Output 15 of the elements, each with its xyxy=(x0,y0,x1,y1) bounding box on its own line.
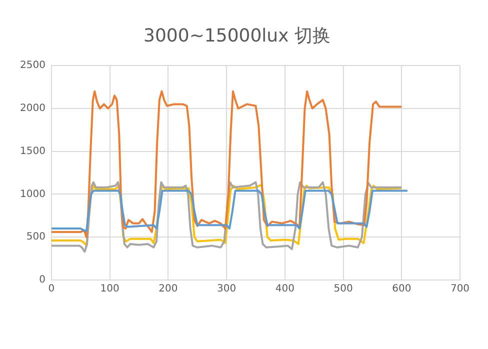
y-tick-label: 1000 xyxy=(20,188,46,200)
y-tick-label: 2500 xyxy=(20,60,46,72)
y-tick-label: 500 xyxy=(26,232,46,243)
x-tick-label: 500 xyxy=(334,284,353,295)
y-tick-label: 2000 xyxy=(20,103,46,114)
x-tick-label: 0 xyxy=(48,284,55,295)
x-tick-label: 100 xyxy=(100,284,120,295)
x-tick-label: 300 xyxy=(216,284,236,295)
y-tick-label: 0 xyxy=(39,274,46,286)
y-tick-label: 1500 xyxy=(20,146,46,157)
x-tick-label: 600 xyxy=(392,284,412,295)
chart-title: 3000~15000lux 切换 xyxy=(144,25,330,46)
x-tick-label: 200 xyxy=(158,284,178,295)
x-tick-label: 400 xyxy=(275,284,294,295)
x-tick-label: 700 xyxy=(450,284,470,295)
